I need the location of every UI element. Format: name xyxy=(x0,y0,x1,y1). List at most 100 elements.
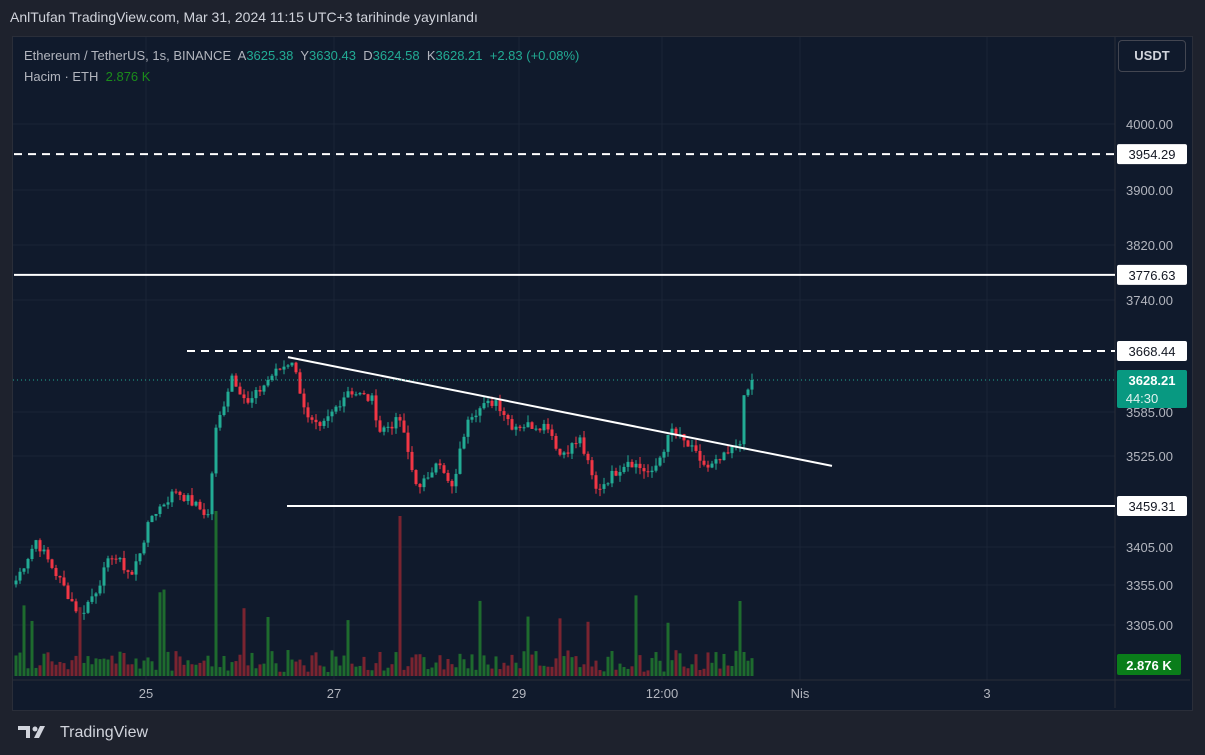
volume-bar xyxy=(318,665,322,676)
volume-bar xyxy=(722,653,726,676)
price-tick-label: 3585.00 xyxy=(1126,405,1173,420)
currency-button[interactable]: USDT xyxy=(1118,40,1186,72)
volume-bar xyxy=(466,668,470,676)
candle-body xyxy=(554,435,558,449)
candle-body xyxy=(462,436,466,449)
candle-body xyxy=(226,391,230,407)
volume-bar xyxy=(630,666,634,676)
volume-bar xyxy=(462,659,466,676)
volume-bar xyxy=(594,660,598,676)
volume-bar xyxy=(210,666,214,676)
volume-bar xyxy=(638,655,642,676)
candle-body xyxy=(662,451,666,458)
candle-body xyxy=(358,393,362,395)
candle-body xyxy=(442,465,446,473)
candle-body xyxy=(106,558,110,568)
volume-bar xyxy=(586,621,590,676)
volume-bar xyxy=(214,511,218,676)
candle-body xyxy=(542,423,546,431)
level-price-label: 3776.63 xyxy=(1129,268,1176,283)
price-tick-label: 3820.00 xyxy=(1126,238,1173,253)
candle-body xyxy=(390,426,394,429)
volume-bar xyxy=(542,665,546,676)
candle-body xyxy=(318,422,322,426)
volume-bar xyxy=(538,665,542,676)
volume-bar xyxy=(562,656,566,676)
volume-bar xyxy=(514,662,518,676)
candle-body xyxy=(14,580,18,585)
candle-body xyxy=(350,391,354,395)
volume-bar xyxy=(206,655,210,676)
volume-bar xyxy=(86,656,90,676)
volume-bar xyxy=(18,652,22,676)
time-tick-label: 27 xyxy=(327,686,341,701)
volume-bar xyxy=(742,651,746,676)
candle-body xyxy=(278,368,282,370)
price-tick-label: 3405.00 xyxy=(1126,540,1173,555)
candle-body xyxy=(34,540,38,549)
volume-bar xyxy=(474,669,478,676)
volume-bar xyxy=(446,658,450,676)
descending-trendline xyxy=(287,356,833,467)
price-tick-label: 3900.00 xyxy=(1126,183,1173,198)
candle-body xyxy=(658,457,662,466)
candle-body xyxy=(706,464,710,468)
volume-bar xyxy=(602,671,606,676)
level-price-label: 3954.29 xyxy=(1129,147,1176,162)
volume-bar xyxy=(322,666,326,676)
volume-bar xyxy=(274,663,278,676)
price-tick-label: 3305.00 xyxy=(1126,618,1173,633)
candle-body xyxy=(366,394,370,401)
volume-bar xyxy=(582,664,586,676)
volume-bar xyxy=(622,667,626,676)
last-price-badge xyxy=(1117,370,1187,408)
bar-countdown-label: 44:30 xyxy=(1126,391,1159,406)
close-label: K xyxy=(426,48,436,63)
volume-title[interactable]: Hacim · ETH xyxy=(24,69,99,84)
chart-pane[interactable] xyxy=(12,36,1193,711)
candle-body xyxy=(22,568,26,572)
volume-bar xyxy=(130,664,134,676)
volume-bar xyxy=(106,659,110,676)
volume-bar xyxy=(734,650,738,676)
candle-body xyxy=(138,553,142,562)
volume-bar xyxy=(118,651,122,676)
symbol-title[interactable]: Ethereum / TetherUS, 1s, BINANCE xyxy=(24,48,232,63)
volume-bar xyxy=(434,662,438,676)
candle-body xyxy=(110,558,114,560)
candle-body xyxy=(54,567,58,577)
candle-body xyxy=(250,398,254,403)
volume-bar xyxy=(546,666,550,676)
candle-body xyxy=(582,437,586,454)
candle-body xyxy=(126,570,130,572)
volume-bar xyxy=(702,668,706,676)
open-label: A xyxy=(237,48,247,63)
candle-body xyxy=(430,472,434,478)
volume-bar xyxy=(382,670,386,676)
volume-bar xyxy=(658,660,662,676)
candle-body xyxy=(422,478,426,488)
close-value: 3628.21 xyxy=(435,48,483,63)
volume-bar xyxy=(738,601,742,676)
candle-body xyxy=(446,472,450,481)
candle-body xyxy=(130,571,134,575)
candle-body xyxy=(202,509,206,515)
candle-body xyxy=(578,437,582,444)
volume-bar xyxy=(158,592,162,676)
volume-bar xyxy=(362,656,366,676)
volume-bar xyxy=(38,665,42,676)
tradingview-logo[interactable]: TradingView xyxy=(18,724,148,742)
candle-body xyxy=(650,470,654,473)
high-label: Y xyxy=(300,48,309,63)
candle-body xyxy=(502,411,506,415)
candle-body xyxy=(562,452,566,455)
candle-body xyxy=(274,368,278,376)
volume-bar xyxy=(478,600,482,676)
volume-bar xyxy=(162,589,166,676)
level-price-badge xyxy=(1117,341,1187,361)
low-value: 3624.58 xyxy=(372,48,420,63)
candle-body xyxy=(418,483,422,488)
candle-body xyxy=(198,501,202,510)
candle-body xyxy=(370,395,374,401)
